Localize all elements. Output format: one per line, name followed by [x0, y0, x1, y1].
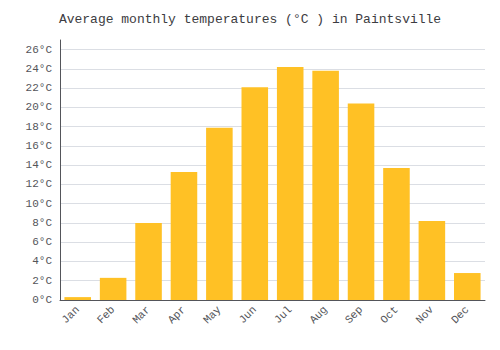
svg-text:12°C: 12°C [26, 178, 53, 190]
svg-text:Jun: Jun [237, 304, 259, 326]
svg-text:18°C: 18°C [26, 121, 53, 133]
svg-text:16°C: 16°C [26, 140, 53, 152]
svg-text:20°C: 20°C [26, 101, 53, 113]
svg-text:Nov: Nov [414, 303, 437, 326]
svg-text:Dec: Dec [449, 304, 471, 326]
svg-text:Oct: Oct [378, 304, 400, 326]
svg-text:8°C: 8°C [32, 217, 52, 229]
svg-text:Sep: Sep [343, 304, 365, 326]
svg-text:26°C: 26°C [26, 44, 53, 56]
svg-text:Average monthly temperatures (: Average monthly temperatures (°C ) in Pa… [59, 12, 441, 27]
svg-text:0°C: 0°C [32, 294, 52, 306]
svg-text:Aug: Aug [307, 304, 329, 326]
svg-text:Mar: Mar [130, 304, 152, 326]
svg-text:Apr: Apr [166, 304, 188, 326]
svg-text:6°C: 6°C [32, 236, 52, 248]
svg-text:May: May [201, 303, 224, 326]
svg-text:14°C: 14°C [26, 159, 53, 171]
svg-text:2°C: 2°C [32, 275, 52, 287]
svg-text:Jul: Jul [272, 304, 294, 326]
svg-text:10°C: 10°C [26, 198, 53, 210]
svg-text:22°C: 22°C [26, 82, 53, 94]
svg-text:24°C: 24°C [26, 63, 53, 75]
svg-text:4°C: 4°C [32, 255, 52, 267]
svg-text:Feb: Feb [95, 304, 117, 326]
svg-text:Jan: Jan [59, 304, 81, 326]
